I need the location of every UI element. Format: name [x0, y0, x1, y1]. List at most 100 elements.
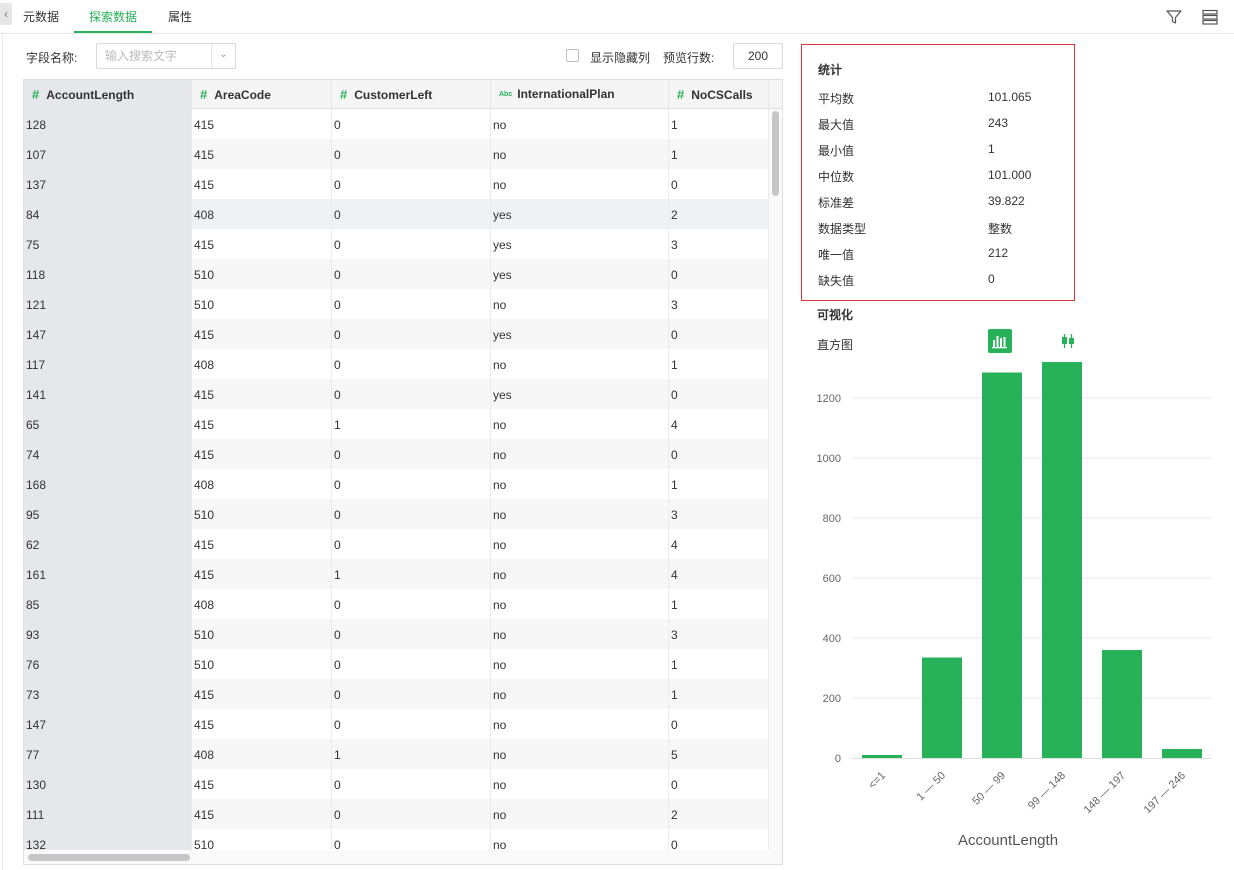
- table-cell: 117: [24, 349, 192, 379]
- table-cell: no: [491, 109, 669, 139]
- y-tick-label: 1200: [817, 393, 841, 405]
- table-cell: no: [491, 649, 669, 679]
- collapse-panel-handle[interactable]: ‹: [0, 3, 12, 25]
- filter-icon[interactable]: [1165, 8, 1183, 26]
- table-row[interactable]: 85 408 0 no 1: [24, 589, 769, 619]
- histogram-bar[interactable]: [922, 657, 962, 759]
- grid-body[interactable]: 128 415 0 no 1 107 415 0 no 1 137 415 0 no 0 84 408 0 yes 2…: [24, 109, 782, 850]
- chevron-down-icon[interactable]: ⌄: [211, 44, 235, 68]
- column-header-accountlength[interactable]: # AccountLength: [24, 80, 192, 109]
- column-header-nocscalls[interactable]: # NoCSCalls: [669, 80, 769, 109]
- table-row[interactable]: 111 415 0 no 2: [24, 799, 769, 829]
- table-cell: 510: [192, 619, 332, 649]
- list-settings-icon[interactable]: [1201, 8, 1219, 26]
- bar-chart-icon: [992, 336, 1007, 349]
- horizontal-scrollbar[interactable]: [24, 850, 782, 864]
- table-row[interactable]: 168 408 0 no 1: [24, 469, 769, 499]
- table-row[interactable]: 130 415 0 no 0: [24, 769, 769, 799]
- table-cell: 0: [332, 319, 491, 349]
- table-row[interactable]: 95 510 0 no 3: [24, 499, 769, 529]
- boxplot-view-button[interactable]: [1056, 329, 1080, 353]
- histogram-bar[interactable]: [1042, 362, 1082, 758]
- column-header-label: AreaCode: [214, 88, 271, 102]
- table-row[interactable]: 141 415 0 yes 0: [24, 379, 769, 409]
- table-cell: 73: [24, 679, 192, 709]
- table-row[interactable]: 137 415 0 no 0: [24, 169, 769, 199]
- table-cell: 1: [669, 109, 769, 139]
- table-cell: 415: [192, 439, 332, 469]
- histogram-bar[interactable]: [1102, 650, 1142, 758]
- histogram-bar[interactable]: [862, 755, 902, 758]
- table-row[interactable]: 121 510 0 no 3: [24, 289, 769, 319]
- table-row[interactable]: 161 415 1 no 4: [24, 559, 769, 589]
- table-row[interactable]: 128 415 0 no 1: [24, 109, 769, 139]
- table-cell: no: [491, 289, 669, 319]
- table-row[interactable]: 93 510 0 no 3: [24, 619, 769, 649]
- column-header-internationalplan[interactable]: Abc InternationalPlan: [491, 80, 669, 109]
- column-header-areacode[interactable]: # AreaCode: [192, 80, 332, 109]
- table-cell: 415: [192, 769, 332, 799]
- vertical-scroll-thumb[interactable]: [772, 111, 779, 196]
- table-cell: yes: [491, 229, 669, 259]
- tab-bar: 元数据 探索数据 属性: [0, 0, 1234, 34]
- table-row[interactable]: 117 408 0 no 1: [24, 349, 769, 379]
- table-cell: 408: [192, 589, 332, 619]
- y-tick-label: 800: [823, 513, 841, 525]
- table-row[interactable]: 65 415 1 no 4: [24, 409, 769, 439]
- table-row[interactable]: 84 408 0 yes 2: [24, 199, 769, 229]
- table-cell: 93: [24, 619, 192, 649]
- table-row[interactable]: 147 415 0 no 0: [24, 709, 769, 739]
- horizontal-scroll-thumb[interactable]: [28, 854, 190, 861]
- table-cell: 415: [192, 229, 332, 259]
- table-cell: 408: [192, 739, 332, 769]
- preview-rows-input[interactable]: [733, 43, 783, 69]
- table-row[interactable]: 132 510 0 no 0: [24, 829, 769, 850]
- table-cell: 0: [669, 829, 769, 850]
- visualization-title: 可视化: [817, 308, 854, 322]
- histogram-bar[interactable]: [982, 372, 1022, 759]
- table-cell: no: [491, 559, 669, 589]
- table-cell: yes: [491, 319, 669, 349]
- tab-explore-data[interactable]: 探索数据: [74, 0, 152, 33]
- table-cell: 128: [24, 109, 192, 139]
- table-row[interactable]: 74 415 0 no 0: [24, 439, 769, 469]
- stat-label: 缺失值: [818, 274, 855, 288]
- table-cell: 510: [192, 829, 332, 850]
- table-row[interactable]: 77 408 1 no 5: [24, 739, 769, 769]
- x-tick-label: 99 — 148: [1026, 770, 1068, 812]
- table-cell: no: [491, 709, 669, 739]
- table-row[interactable]: 62 415 0 no 4: [24, 529, 769, 559]
- tab-properties[interactable]: 属性: [167, 10, 192, 24]
- table-cell: 1: [669, 349, 769, 379]
- column-header-label: InternationalPlan: [517, 87, 615, 101]
- vertical-scrollbar[interactable]: [769, 109, 782, 850]
- histogram-bar[interactable]: [1162, 749, 1202, 758]
- field-search-input[interactable]: [97, 44, 211, 68]
- table-row[interactable]: 75 415 0 yes 3: [24, 229, 769, 259]
- histogram-view-button[interactable]: [988, 329, 1012, 353]
- table-cell: 76: [24, 649, 192, 679]
- table-row[interactable]: 118 510 0 yes 0: [24, 259, 769, 289]
- table-cell: 0: [332, 379, 491, 409]
- table-row[interactable]: 107 415 0 no 1: [24, 139, 769, 169]
- stat-label: 数据类型: [818, 222, 867, 236]
- table-cell: 130: [24, 769, 192, 799]
- table-cell: no: [491, 679, 669, 709]
- show-hidden-checkbox[interactable]: [566, 49, 579, 62]
- show-hidden-label[interactable]: 显示隐藏列: [590, 51, 651, 65]
- table-row[interactable]: 76 510 0 no 1: [24, 649, 769, 679]
- column-header-customerleft[interactable]: # CustomerLeft: [332, 80, 491, 109]
- tab-metadata[interactable]: 元数据: [22, 10, 59, 24]
- x-axis-title: AccountLength: [958, 832, 1058, 849]
- table-cell: 1: [332, 739, 491, 769]
- stat-label: 最大值: [818, 118, 855, 132]
- table-cell: 0: [332, 679, 491, 709]
- y-tick-label: 600: [823, 573, 841, 585]
- table-row[interactable]: 147 415 0 yes 0: [24, 319, 769, 349]
- table-cell: 1: [669, 589, 769, 619]
- table-cell: no: [491, 139, 669, 169]
- table-row[interactable]: 73 415 0 no 1: [24, 679, 769, 709]
- table-cell: 0: [332, 139, 491, 169]
- field-search-box[interactable]: ⌄: [96, 43, 236, 69]
- table-cell: 1: [669, 679, 769, 709]
